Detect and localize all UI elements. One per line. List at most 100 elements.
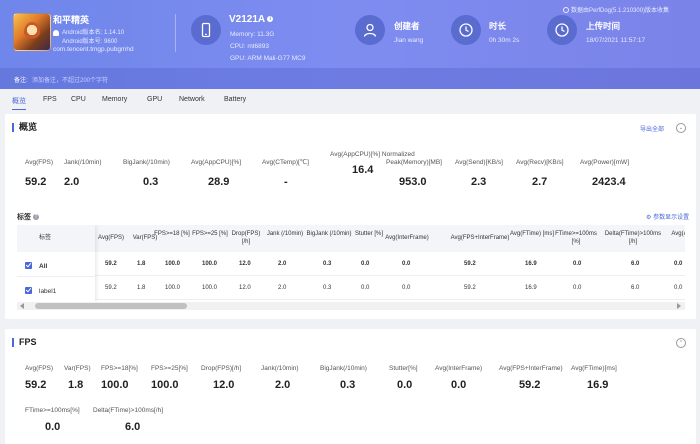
version-name: Android版本名: 1.14.10 [62,30,125,36]
metric-value: 2423.4 [592,176,626,188]
table-cell: 2.0 [278,261,287,267]
package-name: com.tencent.tmgp.pubgmhd [53,46,134,53]
table-cell: 0.0 [674,285,683,291]
metric: Avg(InterFrame) 0.0 [435,365,482,391]
device-info-icon[interactable]: i [267,16,274,23]
metric: Avg(FTime)[ms] 16.9 [571,365,617,391]
table-cell: 1.8 [137,261,146,267]
tag-column: 标签 All label1 [17,225,95,301]
metric-value: 100.0 [101,379,129,391]
column-header[interactable]: FPS>=18 [%] [154,231,190,237]
metric-label: Avg(FPS) [25,365,54,372]
metric-label: Avg(CTemp)[℃] [262,159,309,166]
row-label-label1[interactable]: label1 [39,288,57,295]
table-horizontal-scrollbar[interactable] [17,302,685,310]
tab-gpu[interactable]: GPU [147,96,163,103]
tab-cpu[interactable]: CPU [71,96,86,103]
metric-value: 100.0 [151,379,179,391]
column-header[interactable]: Var(FPS) [132,235,158,241]
column-header[interactable]: Avg(FPS+InterFrame) [450,235,510,241]
table-cell: 59.2 [105,261,117,267]
display-settings-link[interactable]: ⚙ 参数显示设置 [646,215,690,221]
metric-label: Avg(Power)[mW] [580,159,629,166]
report-header: 和平精英 Android版本名: 1.14.10 Android版本号: 960… [0,0,700,89]
device-gpu: GPU: ARM Mali-G77 MC9 [230,55,306,62]
column-header[interactable]: Avg(FPS) [98,235,124,241]
table-cell: 0.0 [402,285,411,291]
metric-label: BigJank(/10min) [320,365,367,372]
phone-icon [191,15,221,45]
table-cell: 100.0 [202,285,218,291]
metric-value: 2.7 [532,176,548,188]
column-header[interactable]: BigJank (/10min) [306,231,352,237]
table-row[interactable]: 59.2 1.8 100.0 100.0 12.0 2.0 0.3 0.0 0.… [17,252,685,276]
column-header[interactable]: Jank (/10min) [266,231,304,237]
tab-overview[interactable]: 概览 [12,98,26,110]
tab-network[interactable]: Network [179,96,205,103]
tab-memory[interactable]: Memory [102,96,128,103]
checkbox-all[interactable] [25,262,32,269]
metric: Avg(AppCPU)[%] Normalized 16.4 [330,151,415,176]
help-icon[interactable]: ? [33,214,39,221]
column-header[interactable]: Avg(FTime) [ms] [510,231,555,237]
note-input[interactable]: 添加备注，不超过200个字符 [32,78,109,84]
scroll-left-icon[interactable] [20,303,24,309]
collapse-icon[interactable]: ⌄ [676,123,686,133]
column-header[interactable]: Delta(FTime)>100ms [/h] [604,231,662,245]
overview-title: 概览 [12,123,37,132]
row-divider [17,276,95,277]
tags-title: 标签? [17,214,39,221]
tags-table: Avg(FPS) Var(FPS) FPS>=18 [%] FPS>=25 [%… [17,225,685,301]
metric: Avg(Power)[mW] 2423.4 [580,159,629,188]
metric-value: 0.3 [143,176,159,188]
overview-card: 概览 导出全部 ⌄ Avg(FPS) 59.2 Jank(/10min) 2.0 B… [5,114,696,319]
note-label: 备注: [14,78,28,84]
info-circle-icon [563,7,569,14]
metric-value: 16.4 [352,164,374,176]
table-row[interactable]: 59.2 1.8 100.0 100.0 12.0 2.0 0.3 0.0 0.… [17,276,685,300]
device-cpu: CPU: mt6893 [230,43,270,50]
row-label-all[interactable]: All [39,263,48,270]
tab-fps[interactable]: FPS [43,96,57,103]
table-cell: 0.0 [361,285,370,291]
column-header[interactable]: FTime>=100ms [%] [555,231,597,245]
metric: Avg(Send)[KB/s] 2.3 [455,159,503,188]
metric-label: BigJank(/10min) [123,159,170,166]
metric-label: Avg(Recv)[KB/s] [516,159,564,166]
metric-label: Avg(AppCPU)[%] Normalized [330,151,415,158]
metric: Avg(CTemp)[℃] - [262,159,309,188]
table-cell: 100.0 [202,261,218,267]
creator-name: Jian wang [394,37,424,44]
user-icon [355,15,385,45]
tab-bar: 概览 FPS CPU Memory GPU Network Battery [0,92,700,110]
data-source-note: 数据由PerfDog(5.1.210300)版本收集 [563,5,669,14]
table-cell: 16.9 [525,285,537,291]
metric-value: 1.8 [68,379,84,391]
metric-label: Avg(Send)[KB/s] [455,159,503,166]
collapse-icon[interactable]: ⌃ [676,338,686,348]
checkbox-label1[interactable] [25,287,32,294]
settings-gear-icon: ⚙ [646,215,652,221]
metric-label: FPS>=18[%] [101,365,138,372]
table-cell: 12.0 [239,261,251,267]
column-header[interactable]: FPS>=25 [%] [192,231,228,237]
metric-value: 2.0 [275,379,291,391]
header-info: 和平精英 Android版本名: 1.14.10 Android版本号: 960… [0,0,700,68]
column-header[interactable]: Avg(InterFrame) [385,235,429,241]
export-all-link[interactable]: 导出全部 [640,127,665,133]
metric: Drop(FPS)[/h] 12.0 [201,365,241,391]
column-header[interactable]: Stutter [%] [354,231,383,237]
android-icon [53,30,59,36]
scrollbar-thumb[interactable] [35,303,187,309]
metric-value: 0.0 [397,379,413,391]
column-header[interactable]: Drop(FPS) [/h] [231,231,261,245]
metric-label: Avg(InterFrame) [435,365,483,372]
column-header[interactable]: Avg(A... [671,231,685,237]
tag-header-cell: 标签 [17,225,95,252]
table-cell: 0.3 [323,285,332,291]
table-cell: 2.0 [278,285,287,291]
tab-battery[interactable]: Battery [224,96,247,103]
metric-value: 59.2 [25,379,47,391]
scroll-right-icon[interactable] [677,303,681,309]
game-icon [13,13,51,51]
